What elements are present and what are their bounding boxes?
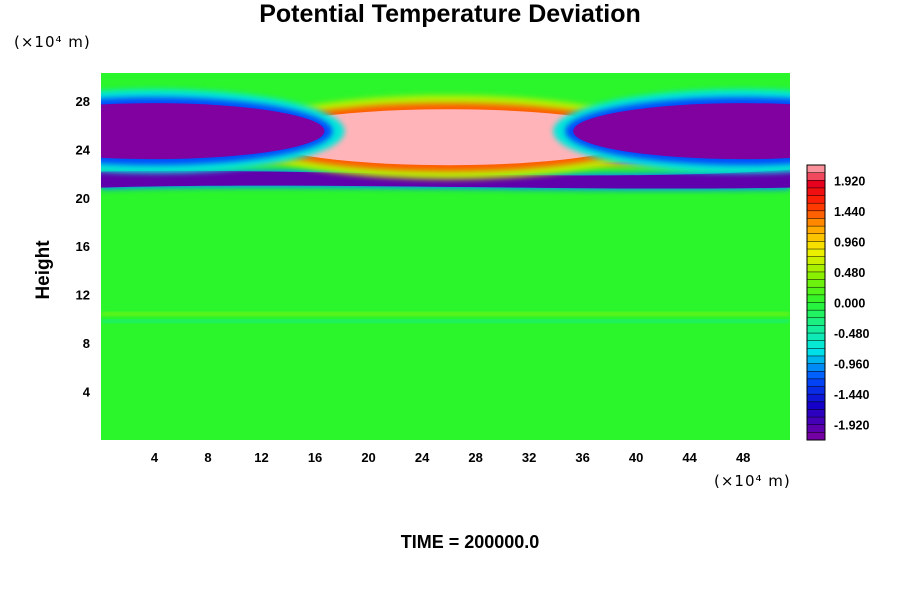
y-tick-label: 8	[83, 336, 90, 351]
colorbar-tick-label: 0.480	[834, 266, 865, 280]
heatmap-field	[101, 89, 790, 323]
field-blob	[101, 103, 325, 160]
colorbar-swatch	[807, 264, 825, 273]
x-tick-label: 20	[361, 450, 375, 465]
field-blob	[258, 109, 639, 166]
colorbar-tick-label: 1.920	[834, 174, 865, 188]
x-tick-label: 32	[522, 450, 536, 465]
y-tick-label: 28	[76, 94, 90, 109]
colorbar-tick-label: 1.440	[834, 205, 865, 219]
colorbar-swatch	[807, 187, 825, 196]
colorbar-swatch	[807, 210, 825, 219]
colorbar-swatch	[807, 302, 825, 311]
colorbar-swatch	[807, 348, 825, 357]
y-tick-label: 24	[76, 142, 91, 157]
x-tick-label: 4	[151, 450, 159, 465]
colorbar-swatch	[807, 378, 825, 387]
colorbar-swatch	[807, 340, 825, 349]
colorbar-swatch	[807, 371, 825, 380]
colorbar-swatch	[807, 386, 825, 395]
colorbar-frame	[806, 164, 826, 441]
x-tick-label: 40	[629, 450, 643, 465]
colorbar-tick-label: -1.440	[834, 388, 869, 402]
colorbar-swatch	[807, 279, 825, 288]
colorbar-swatch	[807, 432, 825, 441]
colorbar-swatch	[807, 218, 825, 227]
y-tick-label: 4	[83, 385, 91, 400]
colorbar-swatch	[807, 203, 825, 212]
x-tick-label: 24	[415, 450, 430, 465]
colorbar-tick-label: -0.480	[834, 327, 869, 341]
field-blob	[573, 103, 790, 160]
colorbar-swatch	[807, 165, 825, 173]
colorbar-swatch	[807, 195, 825, 204]
colorbar-swatch	[807, 355, 825, 364]
colorbar-swatch	[807, 287, 825, 296]
colorbar-tick-label: -0.960	[834, 358, 869, 372]
field-line	[101, 312, 790, 316]
colorbar-swatch	[807, 317, 825, 326]
colorbar-swatch	[807, 294, 825, 303]
colorbar-swatch	[807, 409, 825, 418]
x-axis-unit: (×10⁴ m)	[714, 472, 791, 490]
x-tick-label: 12	[254, 450, 268, 465]
x-tick-label: 8	[204, 450, 211, 465]
colorbar-tick-label: -1.920	[834, 419, 869, 433]
colorbar: 1.920 1.440 0.960 0.480 0.000 -0.480 -0.960 -1.…	[806, 164, 869, 441]
colorbar-swatch	[807, 325, 825, 334]
colorbar-swatch	[807, 271, 825, 280]
colorbar-swatch	[807, 363, 825, 372]
y-tick-label: 16	[76, 239, 90, 254]
y-axis-unit: (×10⁴ m)	[14, 33, 91, 51]
y-tick-label: 12	[76, 288, 90, 303]
colorbar-swatch	[807, 226, 825, 235]
field-line	[101, 319, 790, 323]
x-tick-label: 16	[308, 450, 322, 465]
colorbar-swatch	[807, 172, 825, 181]
x-axis: 4 8 12 16 20 24 28 32 36 40 44 48	[151, 450, 751, 465]
chart-title: Potential Temperature Deviation	[259, 0, 641, 28]
time-readout: TIME = 200000.0	[400, 532, 540, 552]
x-tick-label: 36	[575, 450, 589, 465]
time-value: 200000.0	[464, 532, 540, 552]
colorbar-swatch	[807, 249, 825, 257]
colorbar-swatch	[807, 233, 825, 242]
y-axis: 4 8 12 16 20 24 28	[76, 94, 91, 400]
x-tick-label: 28	[468, 450, 482, 465]
colorbar-swatch	[807, 310, 825, 319]
colorbar-swatch	[807, 417, 825, 426]
colorbar-tick-label: 0.000	[834, 297, 865, 311]
colorbar-swatch	[807, 424, 825, 433]
colorbar-swatch	[807, 394, 825, 403]
colorbar-swatch	[807, 180, 825, 189]
y-tick-label: 20	[76, 191, 90, 206]
colorbar-swatch	[807, 256, 825, 265]
time-label: TIME	[400, 532, 444, 552]
x-tick-label: 48	[736, 450, 750, 465]
colorbar-swatch	[807, 333, 825, 341]
x-tick-label: 44	[682, 450, 697, 465]
colorbar-swatch	[807, 401, 825, 410]
colorbar-tick-label: 0.960	[834, 235, 865, 249]
colorbar-swatch	[807, 241, 825, 250]
